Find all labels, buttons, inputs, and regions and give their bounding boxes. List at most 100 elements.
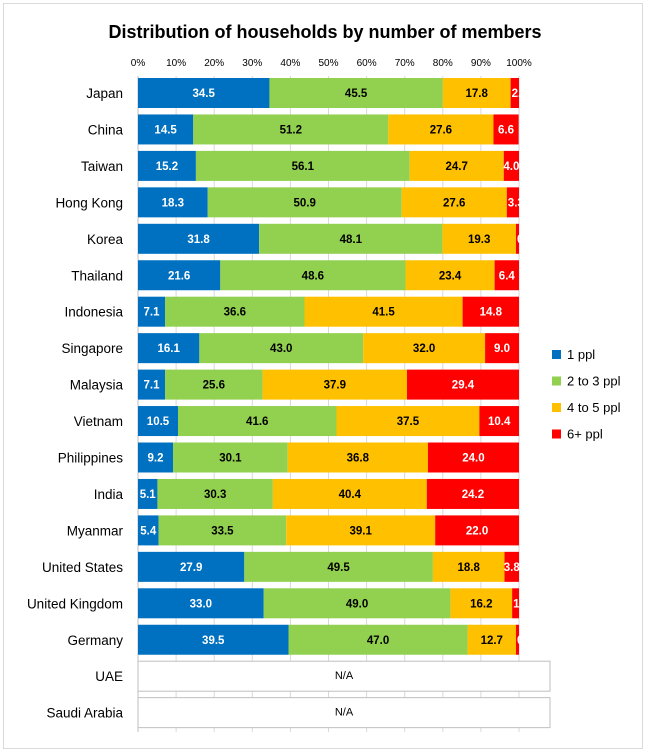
legend-label: 6+ ppl [567, 427, 603, 442]
category-label: United States [42, 560, 123, 575]
bar-segment [450, 588, 513, 619]
data-label: 18.8 [458, 562, 481, 574]
na-label: N/A [335, 707, 354, 719]
bar-segment [165, 296, 305, 327]
bar-segment [138, 551, 245, 582]
bar-segment [259, 223, 443, 254]
bar-segment [138, 114, 194, 145]
data-label: 10.5 [147, 416, 170, 428]
legend-label: 1 ppl [567, 347, 595, 362]
bar-segment [494, 260, 519, 291]
data-label: 56.1 [292, 161, 315, 173]
bar-segment [269, 78, 443, 108]
bar-segment [286, 515, 436, 546]
bar-segment [510, 78, 519, 108]
data-label: 0. [517, 234, 527, 246]
bar-segment [138, 260, 221, 291]
bar-segment [336, 406, 480, 437]
data-label: 16.1 [157, 343, 180, 355]
data-label: 14.5 [154, 124, 177, 136]
bar-segment [288, 624, 468, 655]
data-label: 15.2 [156, 161, 178, 173]
legend-swatch [552, 350, 561, 359]
bar-segment [195, 150, 410, 181]
data-label: 43.0 [270, 343, 292, 355]
data-label: 5.1 [140, 489, 157, 501]
data-label: 33.0 [190, 598, 212, 610]
x-tick-label: 70% [395, 58, 415, 69]
bar-segment [220, 260, 406, 291]
category-label: Korea [87, 232, 124, 247]
data-label: 34.5 [193, 88, 216, 100]
data-label: 51.2 [280, 124, 302, 136]
data-label: 40.4 [339, 489, 362, 501]
gridlines [137, 76, 520, 732]
bar-segment [263, 588, 451, 619]
bar-segment [442, 78, 511, 108]
data-label: 17.8 [466, 88, 489, 100]
category-label: Myanmar [67, 523, 124, 538]
bar-segment [426, 478, 519, 509]
data-label: 12.7 [481, 635, 503, 647]
bar-segment [138, 624, 289, 655]
data-label: 9.2 [148, 453, 164, 465]
bar-segment [138, 187, 208, 218]
x-axis-ticks: 0% 10% 20% 30% 40% 50% 60% 70% 80% 90% 100% [131, 58, 532, 69]
bar-segment [138, 296, 166, 327]
bar-segment [244, 551, 433, 582]
bars: 34.5 45.5 17.8 2.3 14.5 51.2 27.6 6.6 15.2 56.1 24… [137, 78, 551, 729]
bar-segment [138, 150, 196, 181]
bar-segment [165, 369, 263, 400]
x-tick-label: 50% [318, 58, 338, 69]
x-tick-label: 40% [280, 58, 300, 69]
data-label: 27.6 [443, 197, 465, 209]
bar-segment [178, 406, 337, 437]
bar-segment [388, 114, 494, 145]
category-label: UAE [95, 669, 123, 684]
chart-title: Distribution of households by number of … [108, 22, 541, 42]
category-label: Thailand [71, 268, 123, 283]
data-label: 24.2 [462, 489, 484, 501]
data-label: 45.5 [345, 88, 368, 100]
data-label: 36.8 [347, 453, 370, 465]
bar-segment [467, 624, 516, 655]
category-labels: Japan China Taiwan Hong Kong Korea Thailand In… [27, 86, 124, 721]
data-label: 48.1 [340, 234, 363, 246]
category-label: China [88, 122, 124, 137]
data-label: 39.5 [202, 635, 225, 647]
data-label: 24.7 [446, 161, 468, 173]
bar-segment [138, 223, 260, 254]
category-label: India [94, 487, 124, 502]
data-label: 21.6 [168, 270, 190, 282]
bar-segment [504, 551, 519, 582]
bar-segment [173, 442, 288, 473]
data-label: 2.3 [512, 88, 528, 100]
data-label: 22.0 [466, 525, 488, 537]
legend-swatch [552, 429, 561, 439]
data-label: 30.1 [219, 453, 242, 465]
data-label: 29.4 [452, 380, 475, 392]
bar-segment [193, 114, 389, 145]
data-label: 6.4 [499, 270, 516, 282]
bar-segment [363, 333, 486, 364]
category-label: Indonesia [64, 305, 123, 320]
bar-segment [138, 515, 159, 546]
category-label: Germany [67, 633, 123, 648]
data-label: 37.9 [324, 380, 346, 392]
x-tick-label: 60% [357, 58, 377, 69]
x-tick-label: 80% [433, 58, 453, 69]
x-tick-label: 0% [131, 58, 146, 69]
legend: 1 ppl 2 to 3 ppl 4 to 5 ppl 6+ ppl [552, 347, 621, 442]
bar-segment [506, 187, 519, 218]
data-label: 33.5 [211, 525, 234, 537]
legend-swatch [552, 403, 561, 412]
bar-segment [138, 369, 166, 400]
data-label: 7.1 [144, 307, 161, 319]
category-label: United Kingdom [27, 596, 123, 611]
data-label: 23.4 [439, 270, 462, 282]
bar-segment [479, 406, 519, 437]
bar-segment [138, 478, 158, 509]
data-label: 39.1 [349, 525, 372, 537]
legend-label: 2 to 3 ppl [567, 374, 621, 389]
data-label: 16.2 [470, 598, 492, 610]
